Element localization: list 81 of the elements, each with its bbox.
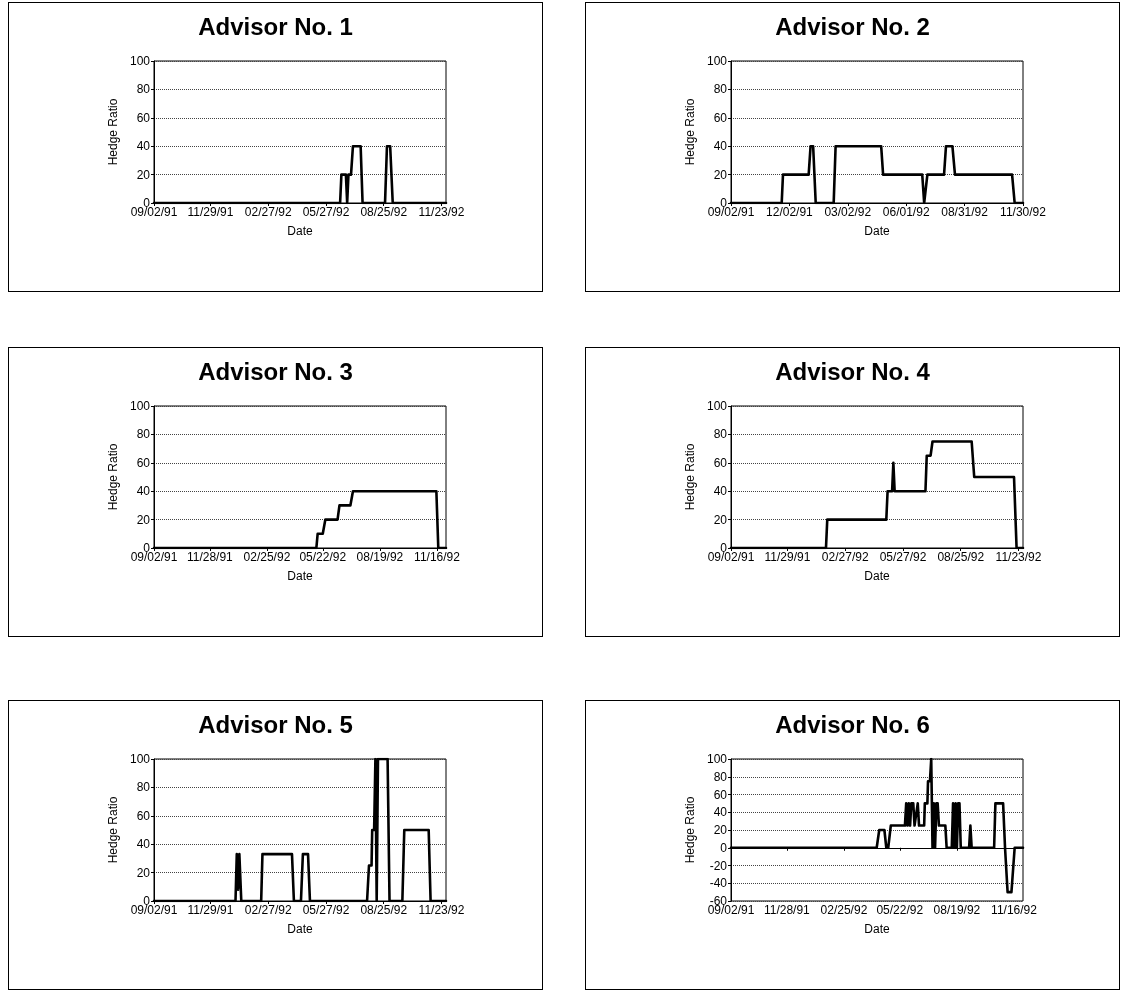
x-axis-title: Date xyxy=(287,569,313,583)
x-tick-label: 08/19/92 xyxy=(356,550,404,564)
y-axis-title: Hedge Ratio xyxy=(106,443,121,511)
x-tick-label: 11/30/92 xyxy=(1000,205,1047,219)
y-tick-label: 60 xyxy=(136,455,151,470)
y-tick-label: 20 xyxy=(136,167,151,182)
chart-title: Advisor No. 1 xyxy=(198,12,353,40)
x-tick-label: 05/27/92 xyxy=(302,205,350,219)
x-tick-label: 05/27/92 xyxy=(879,550,927,564)
chart-title: Advisor No. 2 xyxy=(775,12,930,40)
x-tick-label: 05/22/92 xyxy=(299,550,347,564)
x-tick-label: 08/25/92 xyxy=(360,903,408,917)
chart-title: Advisor No. 3 xyxy=(198,357,353,385)
y-tick-label: 20 xyxy=(136,865,151,880)
y-tick-label: 60 xyxy=(713,110,728,125)
x-tick-label: 06/01/92 xyxy=(882,205,930,219)
x-axis-title: Date xyxy=(864,922,890,936)
x-tick-label: 05/27/92 xyxy=(302,903,350,917)
chart-title: Advisor No. 5 xyxy=(198,710,353,738)
y-tick-label: 40 xyxy=(713,805,728,820)
x-tick-label: 11/28/91 xyxy=(763,903,811,917)
x-axis-title: Date xyxy=(864,569,890,583)
y-tick-label: 40 xyxy=(136,139,151,154)
y-tick-label: 100 xyxy=(129,399,151,413)
y-tick-label: -20 xyxy=(709,858,728,873)
x-tick-label: 02/25/92 xyxy=(243,550,291,564)
x-tick-label: 02/27/92 xyxy=(244,903,292,917)
y-tick-label: 60 xyxy=(136,110,151,125)
chart-title: Advisor No. 4 xyxy=(775,357,931,385)
x-tick-label: 11/28/91 xyxy=(186,550,234,564)
y-axis-title: Hedge Ratio xyxy=(106,796,121,864)
y-tick-label: 40 xyxy=(136,837,151,852)
x-tick-label: 02/25/92 xyxy=(820,903,868,917)
y-tick-label: 80 xyxy=(136,780,151,795)
x-tick-label: 02/27/92 xyxy=(821,550,869,564)
x-tick-label: 11/29/91 xyxy=(187,903,234,917)
y-tick-label: 100 xyxy=(129,752,151,766)
chart-title: Advisor No. 6 xyxy=(775,710,930,738)
x-tick-label: 08/25/92 xyxy=(360,205,408,219)
x-tick-label: 11/23/92 xyxy=(418,903,465,917)
x-tick-label: 08/25/92 xyxy=(937,550,985,564)
x-tick-label: 08/31/92 xyxy=(941,205,989,219)
y-axis-title: Hedge Ratio xyxy=(683,443,698,511)
x-tick-label: 11/23/92 xyxy=(995,550,1042,564)
y-tick-label: 80 xyxy=(713,427,728,442)
y-tick-label: 80 xyxy=(136,427,151,442)
y-tick-label: 80 xyxy=(136,82,151,97)
y-tick-label: 40 xyxy=(713,139,728,154)
x-tick-label: 11/16/92 xyxy=(414,550,461,564)
y-tick-label: 100 xyxy=(706,752,728,766)
x-tick-label: 11/29/91 xyxy=(187,205,234,219)
y-tick-label: -40 xyxy=(709,876,728,891)
y-tick-label: 100 xyxy=(706,399,728,413)
x-axis-title: Date xyxy=(864,224,890,238)
y-tick-label: 20 xyxy=(713,823,728,837)
y-tick-label: 20 xyxy=(136,512,151,527)
x-tick-label: 11/23/92 xyxy=(418,205,465,219)
y-tick-label: 0 xyxy=(720,840,728,855)
y-tick-label: 40 xyxy=(713,484,728,499)
y-tick-label: 60 xyxy=(713,787,728,802)
x-axis-title: Date xyxy=(287,922,313,936)
y-tick-label: 60 xyxy=(713,455,728,470)
y-tick-label: 80 xyxy=(713,82,728,97)
x-tick-label: 11/29/91 xyxy=(764,550,811,564)
x-tick-label: 12/02/91 xyxy=(766,205,814,219)
y-tick-label: 60 xyxy=(136,808,151,823)
x-tick-label: 08/19/92 xyxy=(933,903,981,917)
y-tick-label: 80 xyxy=(713,769,728,784)
x-tick-label: 05/22/92 xyxy=(876,903,924,917)
y-tick-label: 20 xyxy=(713,167,728,182)
x-tick-label: 11/16/92 xyxy=(991,903,1038,917)
y-axis-title: Hedge Ratio xyxy=(106,98,121,166)
y-axis-title: Hedge Ratio xyxy=(683,796,698,864)
x-tick-label: 02/27/92 xyxy=(244,205,292,219)
x-axis-title: Date xyxy=(287,224,313,238)
y-tick-label: 100 xyxy=(129,54,151,68)
y-tick-label: 40 xyxy=(136,484,151,499)
y-tick-label: 100 xyxy=(706,54,728,68)
y-tick-label: 20 xyxy=(713,512,728,527)
y-axis-title: Hedge Ratio xyxy=(683,98,698,166)
x-tick-label: 03/02/92 xyxy=(824,205,872,219)
